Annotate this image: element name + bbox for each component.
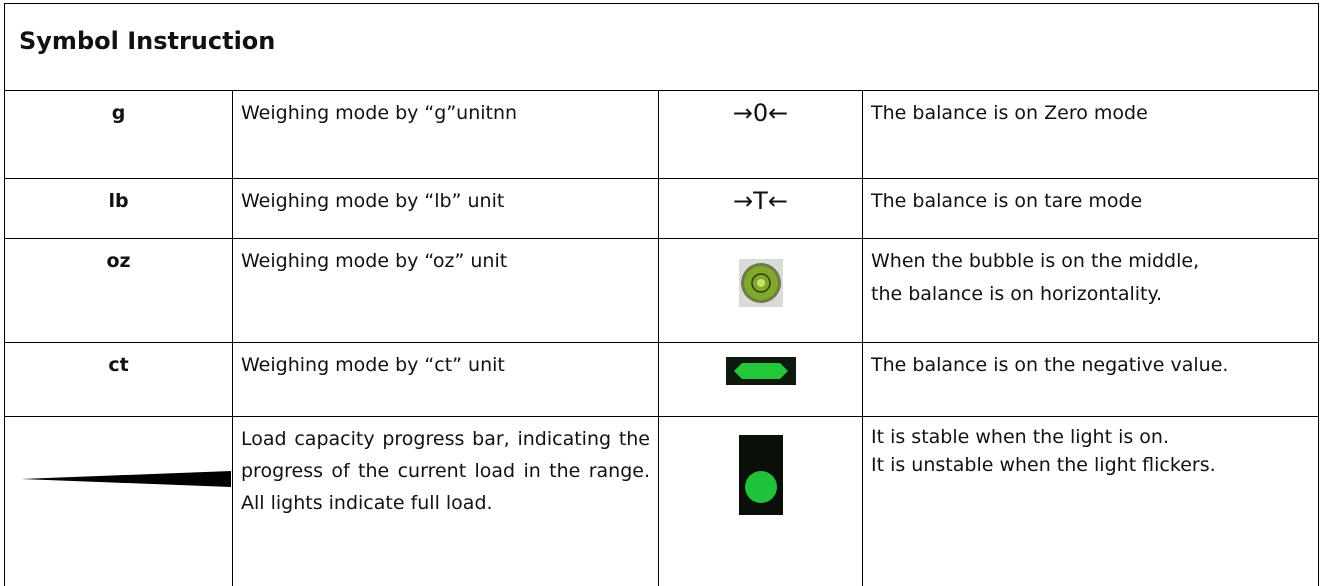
unit-desc: Weighing mode by “ct” unit	[233, 343, 659, 417]
symbol-desc: The balance is on the negative value.	[863, 343, 1319, 417]
desc-line: It is unstable when the light flickers.	[871, 451, 1310, 479]
symbol-cell	[659, 417, 863, 586]
unit: g	[5, 91, 233, 179]
symbol-table: Symbol Instruction g Weighing mode by “g…	[4, 3, 1319, 586]
unit-desc: Weighing mode by “g”unitnn	[233, 91, 659, 179]
desc-line: It is stable when the light is on.	[871, 423, 1310, 451]
unit-desc: Load capacity progress bar, indicating t…	[233, 417, 659, 586]
symbol-desc: When the bubble is on the middle, the ba…	[863, 239, 1319, 343]
desc-line: The balance is on Zero mode	[871, 97, 1310, 130]
symbol-desc: The balance is on Zero mode	[863, 91, 1319, 179]
desc-line: the balance is on horizontality.	[871, 278, 1310, 311]
table-title: Symbol Instruction	[5, 4, 1319, 91]
page: Symbol Instruction g Weighing mode by “g…	[0, 0, 1322, 574]
desc-line: The balance is on tare mode	[871, 185, 1310, 218]
desc-line: When the bubble is on the middle,	[871, 245, 1310, 278]
desc-line: The balance is on the negative value.	[871, 349, 1310, 382]
unit-desc: Weighing mode by “lb” unit	[233, 179, 659, 239]
stable-light-icon	[739, 435, 783, 515]
symbol: →T←	[659, 179, 863, 239]
negative-icon	[726, 357, 796, 385]
symbol-cell	[659, 343, 863, 417]
unit: oz	[5, 239, 233, 343]
unit-cell	[5, 417, 233, 586]
symbol-desc: The balance is on tare mode	[863, 179, 1319, 239]
progress-wedge	[5, 417, 231, 575]
unit-desc: Weighing mode by “oz” unit	[233, 239, 659, 343]
symbol: →0←	[659, 91, 863, 179]
unit: ct	[5, 343, 233, 417]
symbol-desc: It is stable when the light is on. It is…	[863, 417, 1319, 586]
symbol-cell	[659, 239, 863, 343]
unit: lb	[5, 179, 233, 239]
bubble-level-icon	[739, 259, 783, 307]
